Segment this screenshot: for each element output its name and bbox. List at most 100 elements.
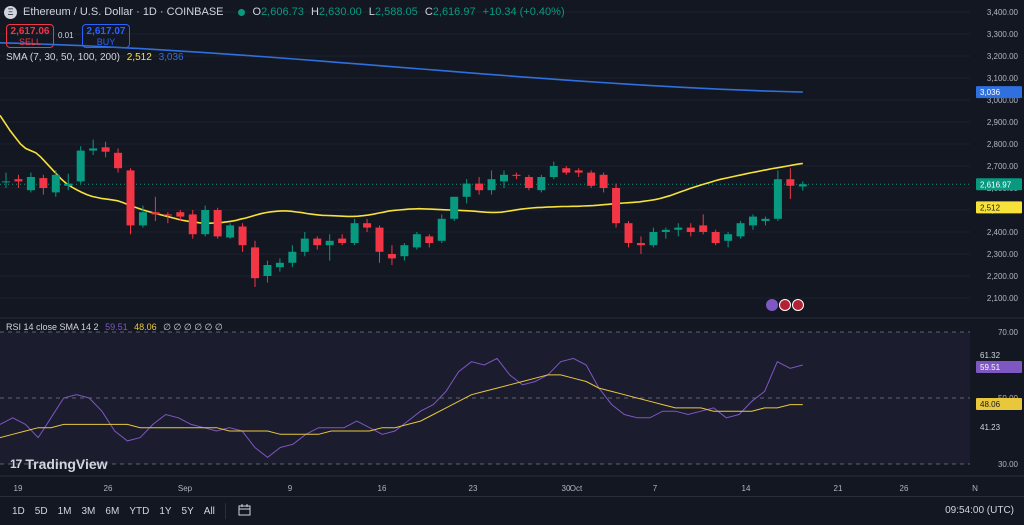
range-1y[interactable]: 1Y <box>159 505 172 517</box>
symbol-title[interactable]: Ethereum / U.S. Dollar · 1D · COINBASE <box>23 6 224 18</box>
sma-legend-label: SMA (7, 30, 50, 100, 200) <box>6 52 120 63</box>
price-tick-label: 3,300.00 <box>987 30 1019 39</box>
candle-body <box>387 254 396 259</box>
sma-yellow-price-tag-bg <box>976 201 1022 214</box>
rsi-lower-tag-text: 41.23 <box>980 423 1001 432</box>
time-tick-label: 23 <box>469 484 478 493</box>
buy-price: 2,617.07 <box>86 26 126 37</box>
candles <box>2 139 807 287</box>
bottom-toolbar: 1D 5D 1M 3M 6M YTD 1Y 5Y All 09:54:00 (U… <box>0 496 1024 525</box>
candle-body <box>313 238 322 246</box>
rsi-lower-tag: 41.23 <box>976 421 1022 433</box>
candle-body <box>101 147 110 152</box>
candle-body <box>661 229 670 232</box>
rsi-latest-tag: 59.51 <box>976 361 1022 373</box>
time-tick-label: 26 <box>900 484 909 493</box>
candle-body <box>437 218 446 241</box>
candle-body <box>338 238 347 243</box>
time-tick-label: 30 <box>562 484 571 493</box>
calendar-icon[interactable] <box>238 503 252 519</box>
rsi-latest-tag-text: 59.51 <box>980 363 1001 372</box>
buy-button[interactable]: 2,617.07 BUY <box>82 24 130 48</box>
sma-lines <box>0 42 803 224</box>
sell-button[interactable]: 2,617.06 SELL <box>6 24 54 48</box>
candle-body <box>649 232 658 246</box>
candle-body <box>524 177 533 188</box>
candle-body <box>51 174 60 193</box>
price-tick-label: 3,000.00 <box>987 96 1019 105</box>
range-1m[interactable]: 1M <box>57 505 72 517</box>
candle-body <box>176 212 185 217</box>
range-6m[interactable]: 6M <box>105 505 120 517</box>
ohlc-values: O2,606.73 H2,630.00 L2,588.05 C2,616.97 … <box>252 6 565 18</box>
rsi-latest-tag-bg <box>976 361 1022 373</box>
candle-body <box>425 236 434 243</box>
rsi-tick-label: 70.00 <box>998 328 1019 337</box>
range-ytd[interactable]: YTD <box>129 505 150 517</box>
range-all[interactable]: All <box>203 505 215 517</box>
candle-body <box>400 245 409 257</box>
last-price-tag-bg <box>976 178 1022 191</box>
rsi-previous-tag: 61.32 <box>976 349 1022 361</box>
us-flag-icon[interactable] <box>779 299 791 311</box>
candle-body <box>226 225 235 238</box>
candle-body <box>64 183 73 186</box>
price-tick-label: 2,900.00 <box>987 118 1019 127</box>
candle-body <box>549 166 558 177</box>
candle-body <box>300 238 309 252</box>
candle-body <box>636 243 645 246</box>
rsi-sma-legend-value: 48.06 <box>134 322 157 332</box>
candle-body <box>363 223 372 228</box>
candle-body <box>761 218 770 221</box>
spread-value: 0.01 <box>58 31 74 40</box>
toolbar-divider <box>224 503 226 519</box>
candle-body <box>325 240 334 246</box>
candle-body <box>89 148 98 151</box>
rsi-legend[interactable]: RSI 14 close SMA 14 2 59.51 48.06 ∅ ∅ ∅ … <box>6 322 223 333</box>
sma-blue-price-tag-text: 3,036 <box>980 88 1001 97</box>
rsi-lower-tag-bg <box>976 421 1022 433</box>
price-tick-label: 2,100.00 <box>987 294 1019 303</box>
time-tick-label: Oct <box>570 484 583 493</box>
sma-blue-line <box>0 42 803 93</box>
us-flag-icon[interactable] <box>792 299 804 311</box>
candle-body <box>375 227 384 252</box>
time-tick-label: 14 <box>742 484 751 493</box>
sma-blue-price-tag-bg <box>976 86 1022 99</box>
sma-yellow-price-tag-text: 2,512 <box>980 203 1001 212</box>
candle-body <box>114 152 123 169</box>
rsi-lines <box>0 357 803 459</box>
range-1d[interactable]: 1D <box>12 505 25 517</box>
sma-yellow-value: 2,512 <box>126 52 152 63</box>
candle-body <box>213 210 222 237</box>
candle-body <box>201 210 210 235</box>
lightning-event-icon[interactable] <box>766 299 778 311</box>
candle-body <box>462 183 471 197</box>
time-tick-label: 9 <box>288 484 293 493</box>
candle-body <box>126 170 135 226</box>
sma-yellow-price-tag: 2,512 <box>976 201 1022 214</box>
rsi-legend-label: RSI 14 close SMA 14 2 <box>6 322 99 332</box>
ethereum-logo-icon: Ξ <box>4 5 17 19</box>
market-status-icon <box>237 8 245 16</box>
time-tick-label: Sep <box>178 484 193 493</box>
price-change: +10.34 (+0.40%) <box>482 6 565 18</box>
sell-price: 2,617.06 <box>10 26 50 37</box>
range-3m[interactable]: 3M <box>81 505 96 517</box>
buy-label: BUY <box>96 37 116 47</box>
sma-blue-price-tag: 3,036 <box>976 86 1022 99</box>
range-5d[interactable]: 5D <box>34 505 48 517</box>
last-price-tag-text: 2,616.97 <box>980 180 1012 189</box>
candle-body <box>711 232 720 243</box>
clock-display[interactable]: 09:54:00 (UTC) <box>945 505 1014 516</box>
candle-body <box>39 178 48 188</box>
last-price-tag: 2,616.97 <box>976 178 1022 191</box>
candle-body <box>537 177 546 191</box>
candle-body <box>674 227 683 230</box>
chart-canvas[interactable]: 2,100.002,200.002,300.002,400.002,500.00… <box>0 0 1024 496</box>
range-5y[interactable]: 5Y <box>181 505 194 517</box>
rsi-previous-tag-bg <box>976 349 1022 361</box>
candle-body <box>699 225 708 232</box>
event-markers[interactable] <box>766 299 804 311</box>
sma-legend[interactable]: SMA (7, 30, 50, 100, 200) 2,512 3,036 <box>6 52 184 63</box>
